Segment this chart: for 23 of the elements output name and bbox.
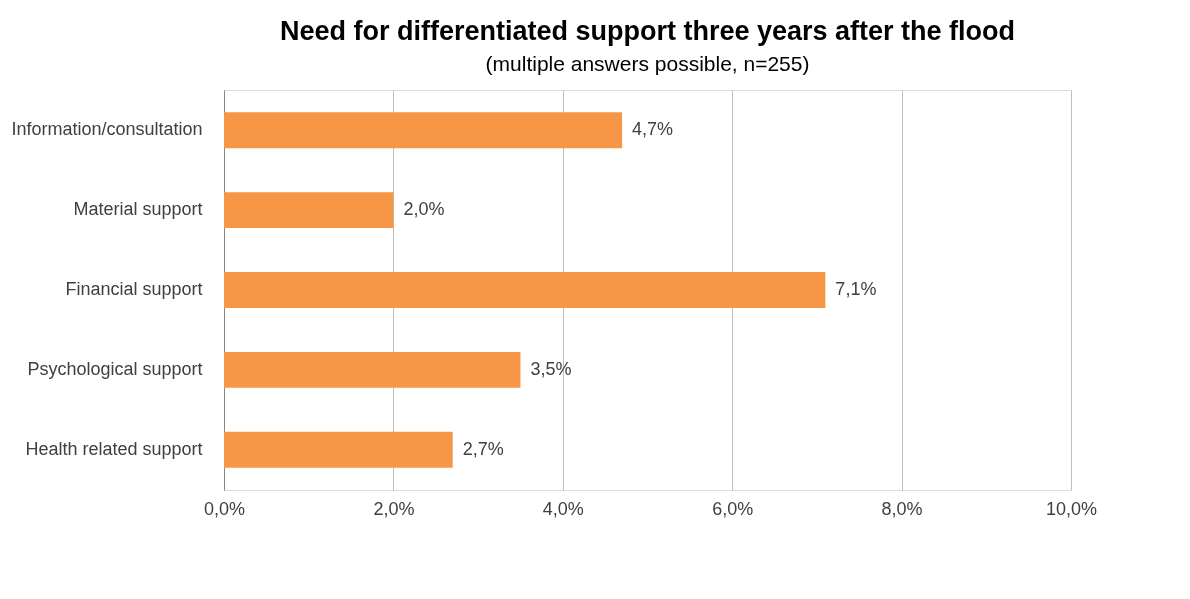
x-tick-label: 8,0% xyxy=(881,498,923,519)
bar xyxy=(224,192,394,229)
bar xyxy=(224,272,826,308)
bar xyxy=(224,431,453,468)
y-tick-label: Material support xyxy=(73,199,203,220)
chart-title: Need for differentiated support three years after the flood xyxy=(279,16,1016,46)
y-tick-label: Health related support xyxy=(25,438,203,459)
chart-subtitle: (multiple answers possible, n=255) xyxy=(485,52,810,75)
y-tick-label: Information/consultation xyxy=(11,119,203,140)
data-label: 4,7% xyxy=(632,119,674,140)
x-tick-label: 6,0% xyxy=(712,498,754,519)
data-label: 7,1% xyxy=(835,279,877,299)
x-tick-label: 4,0% xyxy=(542,498,584,519)
y-tick-label: Financial support xyxy=(65,279,203,299)
data-label: 2,7% xyxy=(462,438,504,459)
x-tick-label: 2,0% xyxy=(373,498,415,519)
bar xyxy=(224,112,623,149)
y-tick-label: Psychological support xyxy=(27,358,203,379)
data-label: 3,5% xyxy=(530,358,572,379)
bar xyxy=(224,351,521,388)
x-tick-label: 0,0% xyxy=(203,498,246,519)
data-label: 2,0% xyxy=(403,199,445,220)
x-tick-label: 10,0% xyxy=(1045,498,1098,519)
